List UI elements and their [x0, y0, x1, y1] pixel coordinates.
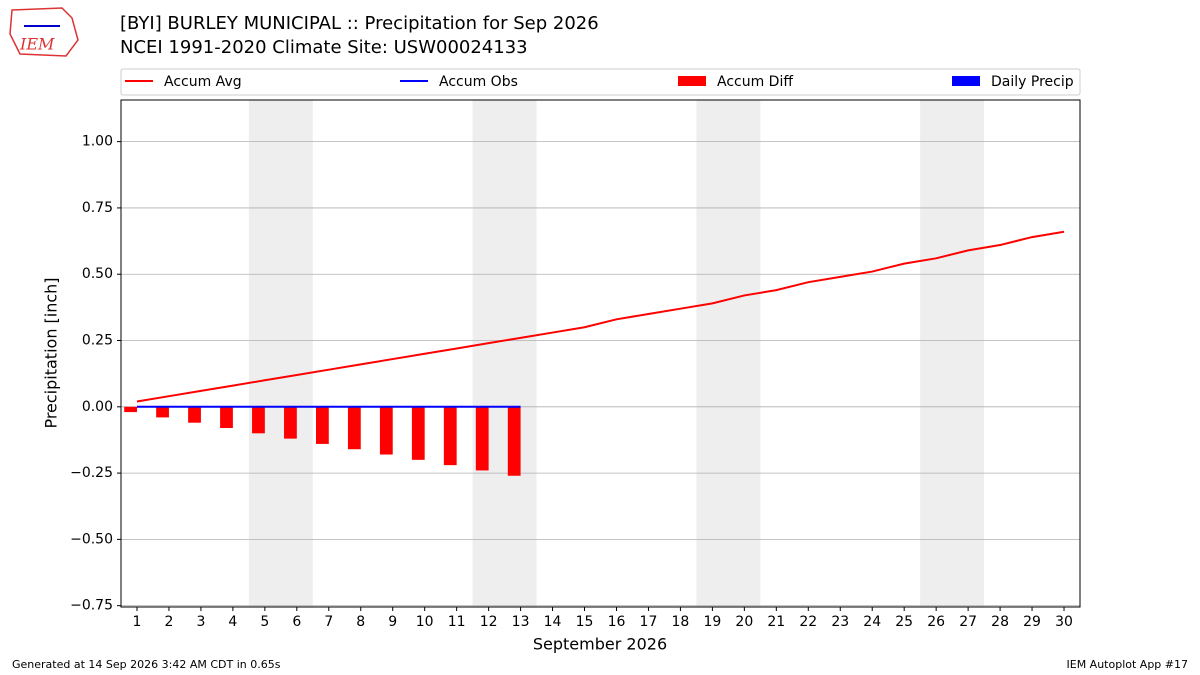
legend-label: Accum Avg — [164, 74, 242, 90]
x-tick-label: 25 — [895, 614, 913, 630]
plot-frame — [120, 99, 1081, 608]
chart-title: [BYI] BURLEY MUNICIPAL :: Precipitation … — [120, 13, 599, 34]
line — [136, 230, 1065, 403]
x-tick-label: 30 — [1055, 614, 1073, 630]
x-tick-label: 4 — [228, 614, 237, 630]
x-tick-label: 7 — [324, 614, 333, 630]
x-axis-label: September 2026 — [533, 635, 667, 654]
weekend-band — [696, 100, 761, 607]
x-tick-label: 6 — [292, 614, 301, 630]
bar — [252, 406, 265, 434]
logo-outline — [9, 7, 79, 57]
bar — [124, 406, 137, 413]
x-tick-label: 24 — [863, 614, 881, 630]
y-axis-label: Precipitation [inch] — [42, 277, 61, 428]
y-tick-label: −0.25 — [70, 465, 113, 481]
y-tick-label: 0.75 — [82, 200, 113, 216]
bar — [443, 406, 457, 466]
x-tick-label: 21 — [767, 614, 785, 630]
legend-label: Accum Obs — [439, 74, 518, 90]
x-tick-label: 17 — [640, 614, 658, 630]
y-tick-label: 1.00 — [82, 134, 113, 150]
footer-right: IEM Autoplot App #17 — [1067, 658, 1189, 671]
x-tick-label: 5 — [260, 614, 269, 630]
x-tick-label: 12 — [480, 614, 498, 630]
x-tick-label: 27 — [959, 614, 977, 630]
x-tick-label: 11 — [448, 614, 466, 630]
bar — [188, 406, 201, 423]
x-tick-label: 2 — [164, 614, 173, 630]
y-tick-label: 0.25 — [82, 333, 113, 349]
weekend-band — [920, 100, 985, 607]
bar — [156, 406, 169, 418]
legend-swatch — [678, 76, 706, 86]
x-tick-label: 26 — [927, 614, 945, 630]
bar — [284, 406, 297, 439]
y-tick-label: 0.50 — [82, 266, 113, 282]
bar — [220, 406, 233, 429]
x-tick-label: 1 — [133, 614, 142, 630]
y-tick-label: −0.50 — [70, 531, 113, 547]
x-tick-label: 29 — [1023, 614, 1041, 630]
legend-label: Accum Diff — [717, 74, 793, 90]
x-tick-label: 15 — [576, 614, 594, 630]
bar — [347, 406, 361, 450]
chart-subtitle: NCEI 1991-2020 Climate Site: USW00024133 — [120, 37, 528, 58]
x-tick-label: 13 — [512, 614, 530, 630]
x-tick-label: 22 — [799, 614, 817, 630]
x-tick-label: 19 — [703, 614, 721, 630]
weekend-band — [248, 100, 313, 607]
legend-box — [120, 68, 1081, 96]
x-tick-label: 3 — [196, 614, 205, 630]
y-tick-label: −0.75 — [70, 598, 113, 614]
bar — [507, 406, 521, 476]
x-tick-label: 23 — [831, 614, 849, 630]
footer-left: Generated at 14 Sep 2026 3:42 AM CDT in … — [12, 658, 281, 671]
x-tick-label: 16 — [608, 614, 626, 630]
logo-text: IEM — [19, 35, 55, 54]
bar — [379, 406, 393, 455]
x-tick-label: 8 — [356, 614, 365, 630]
bar — [475, 406, 489, 471]
x-tick-label: 14 — [544, 614, 562, 630]
x-tick-label: 10 — [416, 614, 434, 630]
logo: IEM — [9, 7, 79, 57]
x-tick-label: 18 — [672, 614, 690, 630]
x-tick-label: 20 — [735, 614, 753, 630]
legend-swatch — [952, 76, 980, 86]
bar — [411, 406, 425, 460]
bar — [315, 406, 329, 444]
weekend-band — [472, 100, 537, 607]
legend-label: Daily Precip — [991, 74, 1074, 90]
y-tick-label: 0.00 — [82, 399, 113, 415]
x-tick-label: 28 — [991, 614, 1009, 630]
x-tick-label: 9 — [388, 614, 397, 630]
